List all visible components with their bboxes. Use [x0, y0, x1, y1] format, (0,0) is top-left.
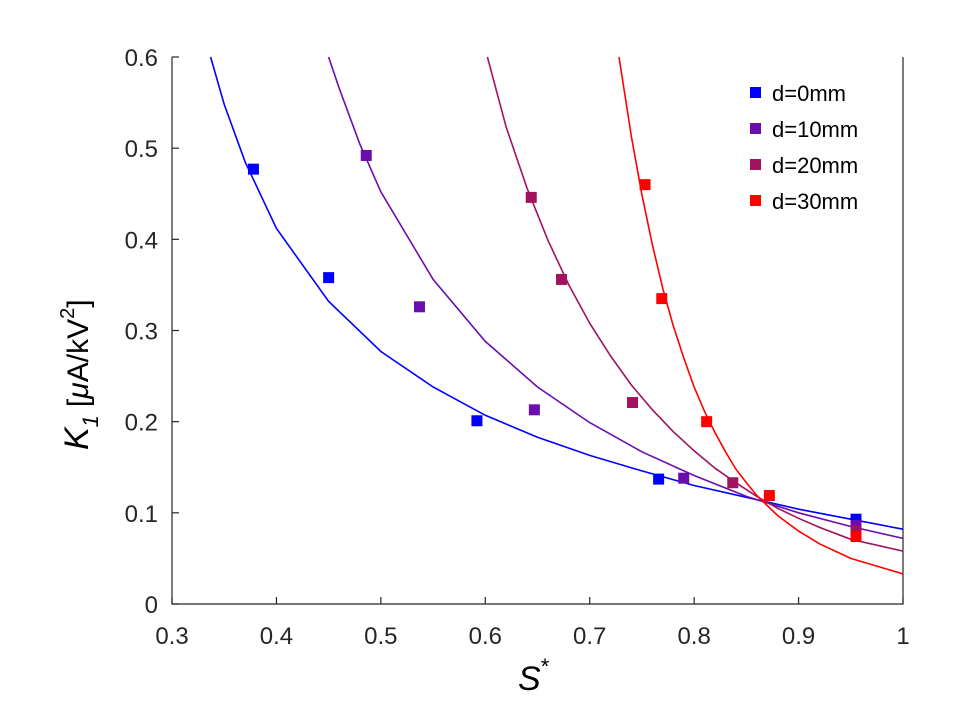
x-ticks: 0.3 0.4 0.5 0.6 0.7 0.8 0.9 1: [155, 597, 910, 650]
x-tick-label: 0.3: [155, 623, 188, 650]
x-tick-label: 0.7: [573, 623, 606, 650]
legend-label: d=20mm: [772, 153, 858, 178]
plot-area: 0.3 0.4 0.5 0.6 0.7 0.8 0.9 1 00.10.20.30.40.50…: [125, 45, 910, 650]
x-tick-label: 0.9: [782, 623, 815, 650]
legend-label: d=0mm: [772, 81, 846, 106]
x-tick-label: 0.8: [677, 623, 710, 650]
y-tick-label: 0.4: [125, 227, 158, 254]
data-point-series-3: [556, 273, 568, 285]
data-point-series-2: [678, 472, 690, 484]
y-axis-subscript: 1: [78, 415, 103, 427]
legend-marker: [750, 87, 761, 98]
fit-curve-1: [209, 56, 904, 530]
data-point-series-4: [763, 490, 775, 502]
x-tick-label: 0.6: [469, 623, 502, 650]
data-point-series-3: [525, 191, 537, 203]
fit-curve-4: [618, 56, 904, 575]
data-point-series-2: [528, 404, 540, 416]
data-point-series-1: [247, 163, 259, 175]
y-tick-label: 0: [145, 592, 158, 619]
y-axis-unit-superscript: 2: [57, 308, 79, 319]
fit-curve-3: [486, 56, 904, 552]
y-tick-label: 0.6: [125, 45, 158, 72]
x-axis-title: S*: [518, 654, 550, 698]
legend-marker: [750, 159, 761, 170]
data-point-series-1: [471, 415, 483, 427]
x-axis-superscript: *: [541, 654, 550, 679]
y-axis-title-group: K1 [μA/kV2]: [57, 299, 103, 450]
data-point-series-3: [627, 397, 639, 409]
data-point-series-4: [656, 293, 668, 305]
x-tick-label: 0.5: [364, 623, 397, 650]
data-point-series-4: [701, 416, 713, 428]
y-tick-label: 0.1: [125, 501, 158, 528]
data-point-series-1: [653, 473, 665, 485]
y-axis-unit: A/kV: [62, 319, 95, 382]
data-point-series-4: [639, 179, 651, 191]
y-axis-unit-open: [: [62, 398, 95, 407]
legend-marker: [750, 195, 761, 206]
x-axis-variable: S: [518, 660, 541, 698]
y-tick-label: 0.5: [125, 136, 158, 163]
data-point-series-2: [360, 149, 372, 161]
legend-marker: [750, 123, 761, 134]
y-tick-label: 0.3: [125, 319, 158, 346]
x-tick-label: 0.4: [260, 623, 293, 650]
data-point-series-3: [727, 477, 739, 489]
legend-label: d=30mm: [772, 189, 858, 214]
data-point-series-4: [850, 531, 862, 543]
y-tick-label: 0.2: [125, 410, 158, 437]
y-axis-unit-close: ]: [62, 299, 95, 307]
x-tick-label: 1: [896, 623, 909, 650]
legend-label: d=10mm: [772, 117, 858, 142]
y-axis-variable: K: [58, 426, 96, 450]
data-point-series-2: [413, 301, 425, 313]
y-axis-unit-mu: μ: [62, 382, 95, 399]
y-ticks: 0 0.1 0.2 0.3 0.4 0.5 0.6: [125, 45, 179, 619]
data-point-series-1: [323, 272, 335, 284]
data-point-series-1: [850, 513, 862, 525]
data-points: [247, 149, 862, 543]
y-axis-title: K1 [μA/kV2]: [57, 299, 103, 450]
legend: d=0mm d=10mm d=20mm d=30mm: [750, 81, 858, 214]
